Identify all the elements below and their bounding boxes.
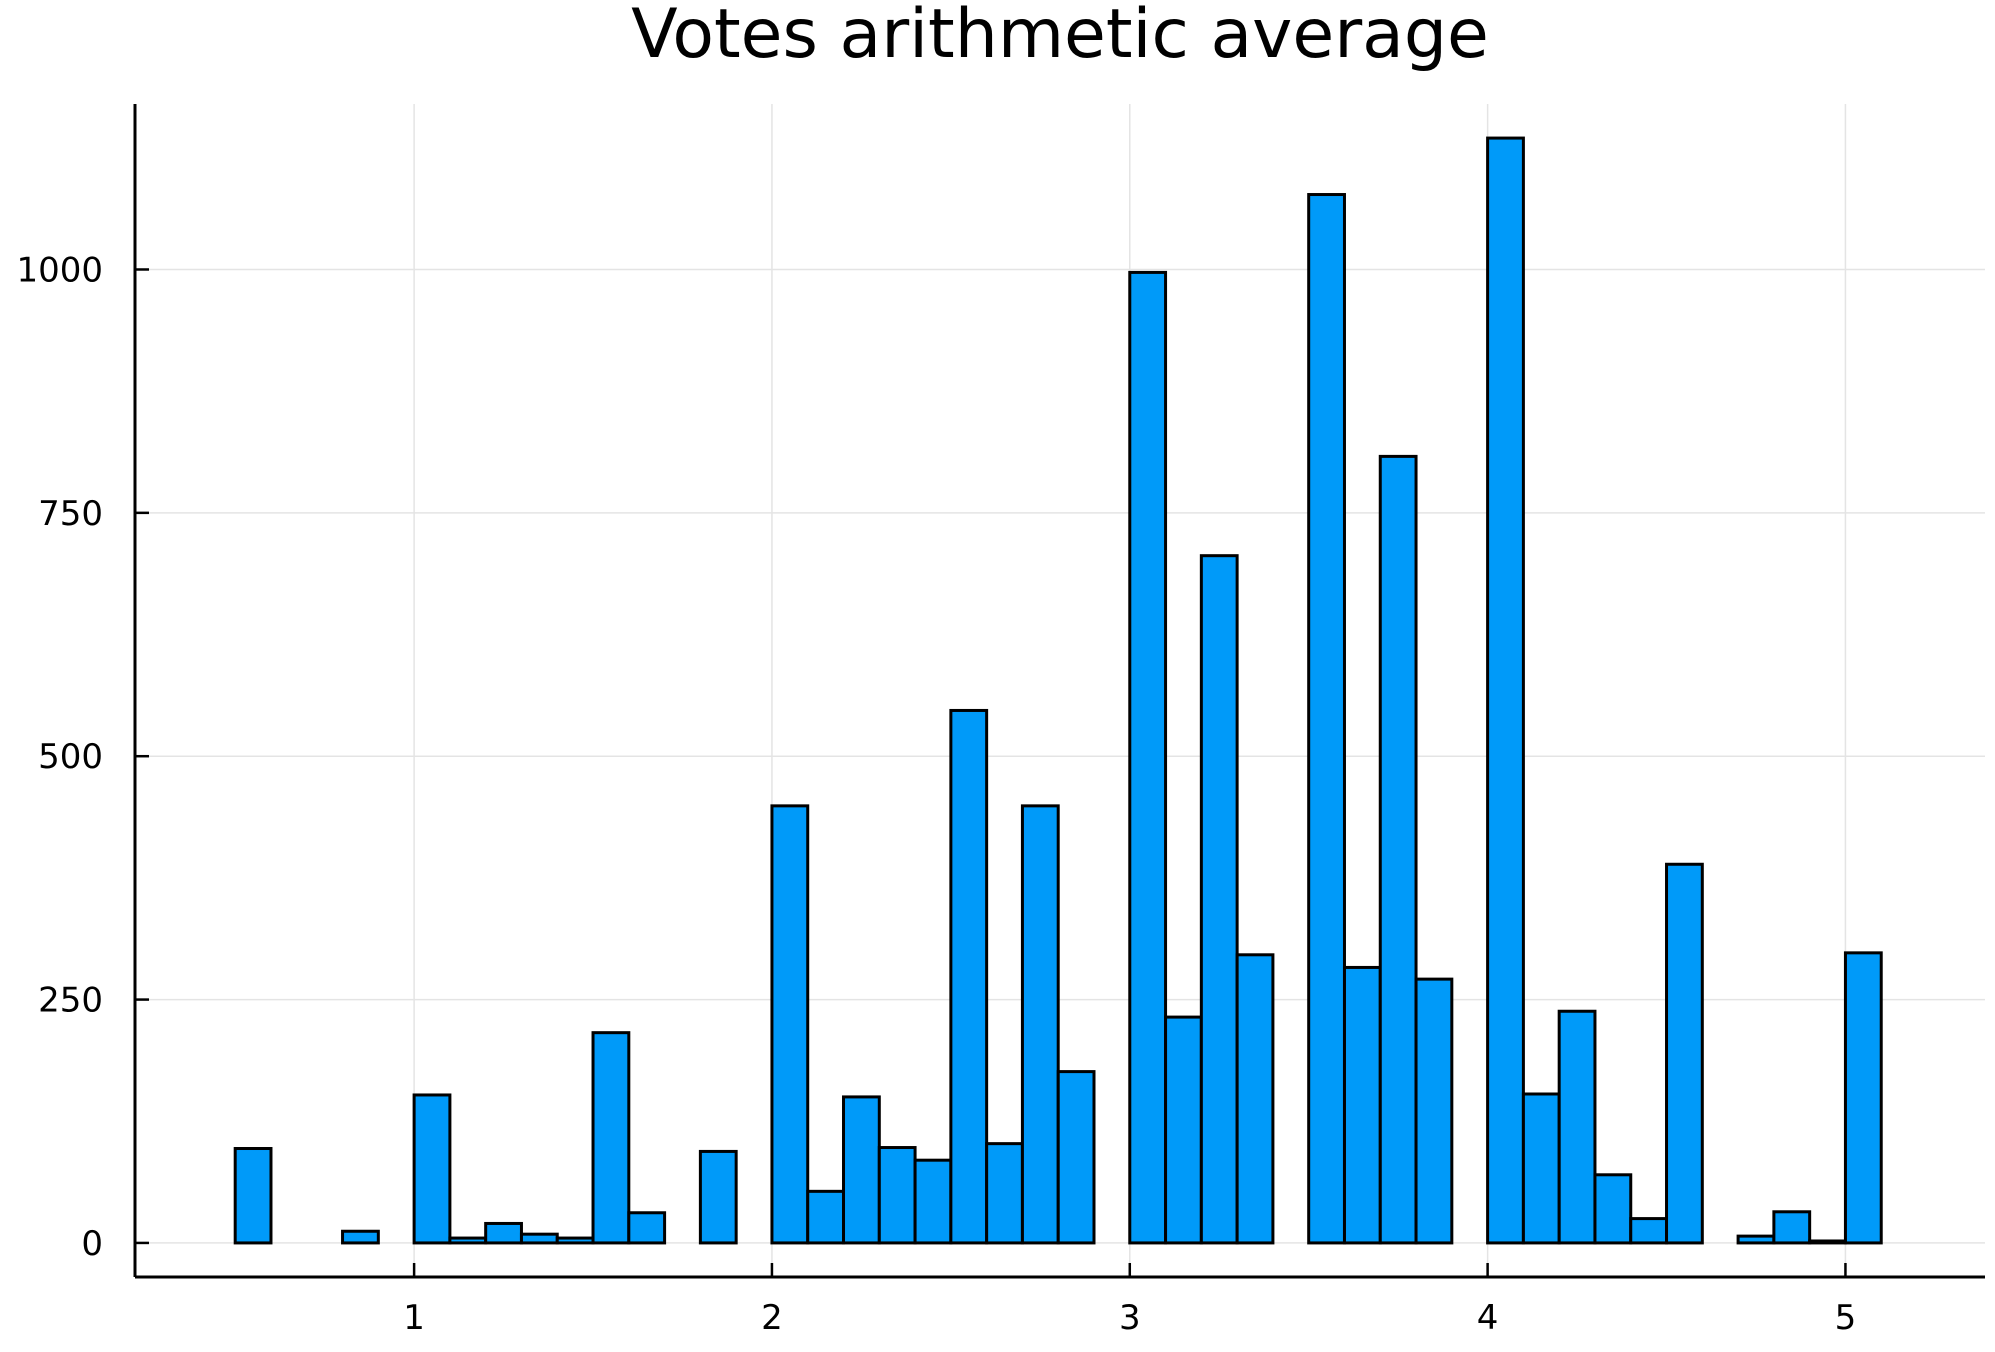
histogram-bar [341, 1229, 380, 1245]
histogram-bar [1020, 804, 1060, 1245]
histogram-bar [1843, 951, 1883, 1245]
histogram-bar [1486, 136, 1525, 1245]
histogram-bar [1736, 1234, 1776, 1245]
y-tick-label: 1000 [16, 250, 103, 290]
histogram-bar [1378, 454, 1418, 1245]
histogram-bars [233, 136, 1883, 1245]
histogram-bar [1557, 1009, 1597, 1245]
histogram-bar [985, 1142, 1024, 1245]
histogram-bar [1128, 270, 1168, 1245]
y-tick-label: 250 [38, 981, 103, 1021]
histogram-bar [806, 1189, 846, 1245]
histogram-bar [1235, 953, 1275, 1245]
histogram-bar [412, 1093, 452, 1245]
axes [133, 104, 1985, 1279]
histogram-bar [1521, 1092, 1561, 1245]
y-tick-label: 0 [81, 1224, 103, 1264]
histogram-bar [1772, 1210, 1812, 1245]
x-tick-label: 5 [1835, 1298, 1857, 1338]
histogram-bar [1342, 965, 1382, 1245]
histogram-bar [698, 1149, 738, 1245]
y-tick-label: 750 [38, 494, 103, 534]
histogram-bar [1665, 862, 1704, 1245]
histogram-bar [770, 804, 810, 1245]
histogram-bar [448, 1236, 488, 1245]
histogram-bar [1056, 1070, 1096, 1245]
histogram-bar [1164, 1015, 1203, 1245]
histogram-bar [1199, 554, 1239, 1245]
y-tick-label: 500 [38, 737, 103, 777]
histogram-bar [484, 1221, 523, 1245]
histogram-bar [555, 1236, 595, 1245]
histogram-bar [949, 708, 989, 1245]
histogram-bar [233, 1147, 273, 1245]
histogram-bar [877, 1146, 917, 1245]
x-tick-label: 2 [761, 1298, 783, 1338]
x-tick-label: 4 [1477, 1298, 1499, 1338]
histogram-bar [1414, 977, 1454, 1245]
x-tick-label: 1 [403, 1298, 425, 1338]
histogram-bar [913, 1158, 953, 1245]
histogram-bar [1808, 1239, 1847, 1245]
x-tick-label: 3 [1119, 1298, 1141, 1338]
histogram-bar [1593, 1173, 1633, 1245]
chart-title: Votes arithmetic average [631, 0, 1489, 74]
histogram-bar [842, 1095, 881, 1245]
histogram-bar [627, 1211, 667, 1245]
histogram-bar [519, 1232, 559, 1245]
histogram-bar [591, 1031, 631, 1245]
histogram-bar [1629, 1217, 1669, 1245]
tick-labels: 1 2 3 4 5 0 250 500 750 1000 [16, 250, 1856, 1338]
histogram-bar [1307, 193, 1346, 1245]
